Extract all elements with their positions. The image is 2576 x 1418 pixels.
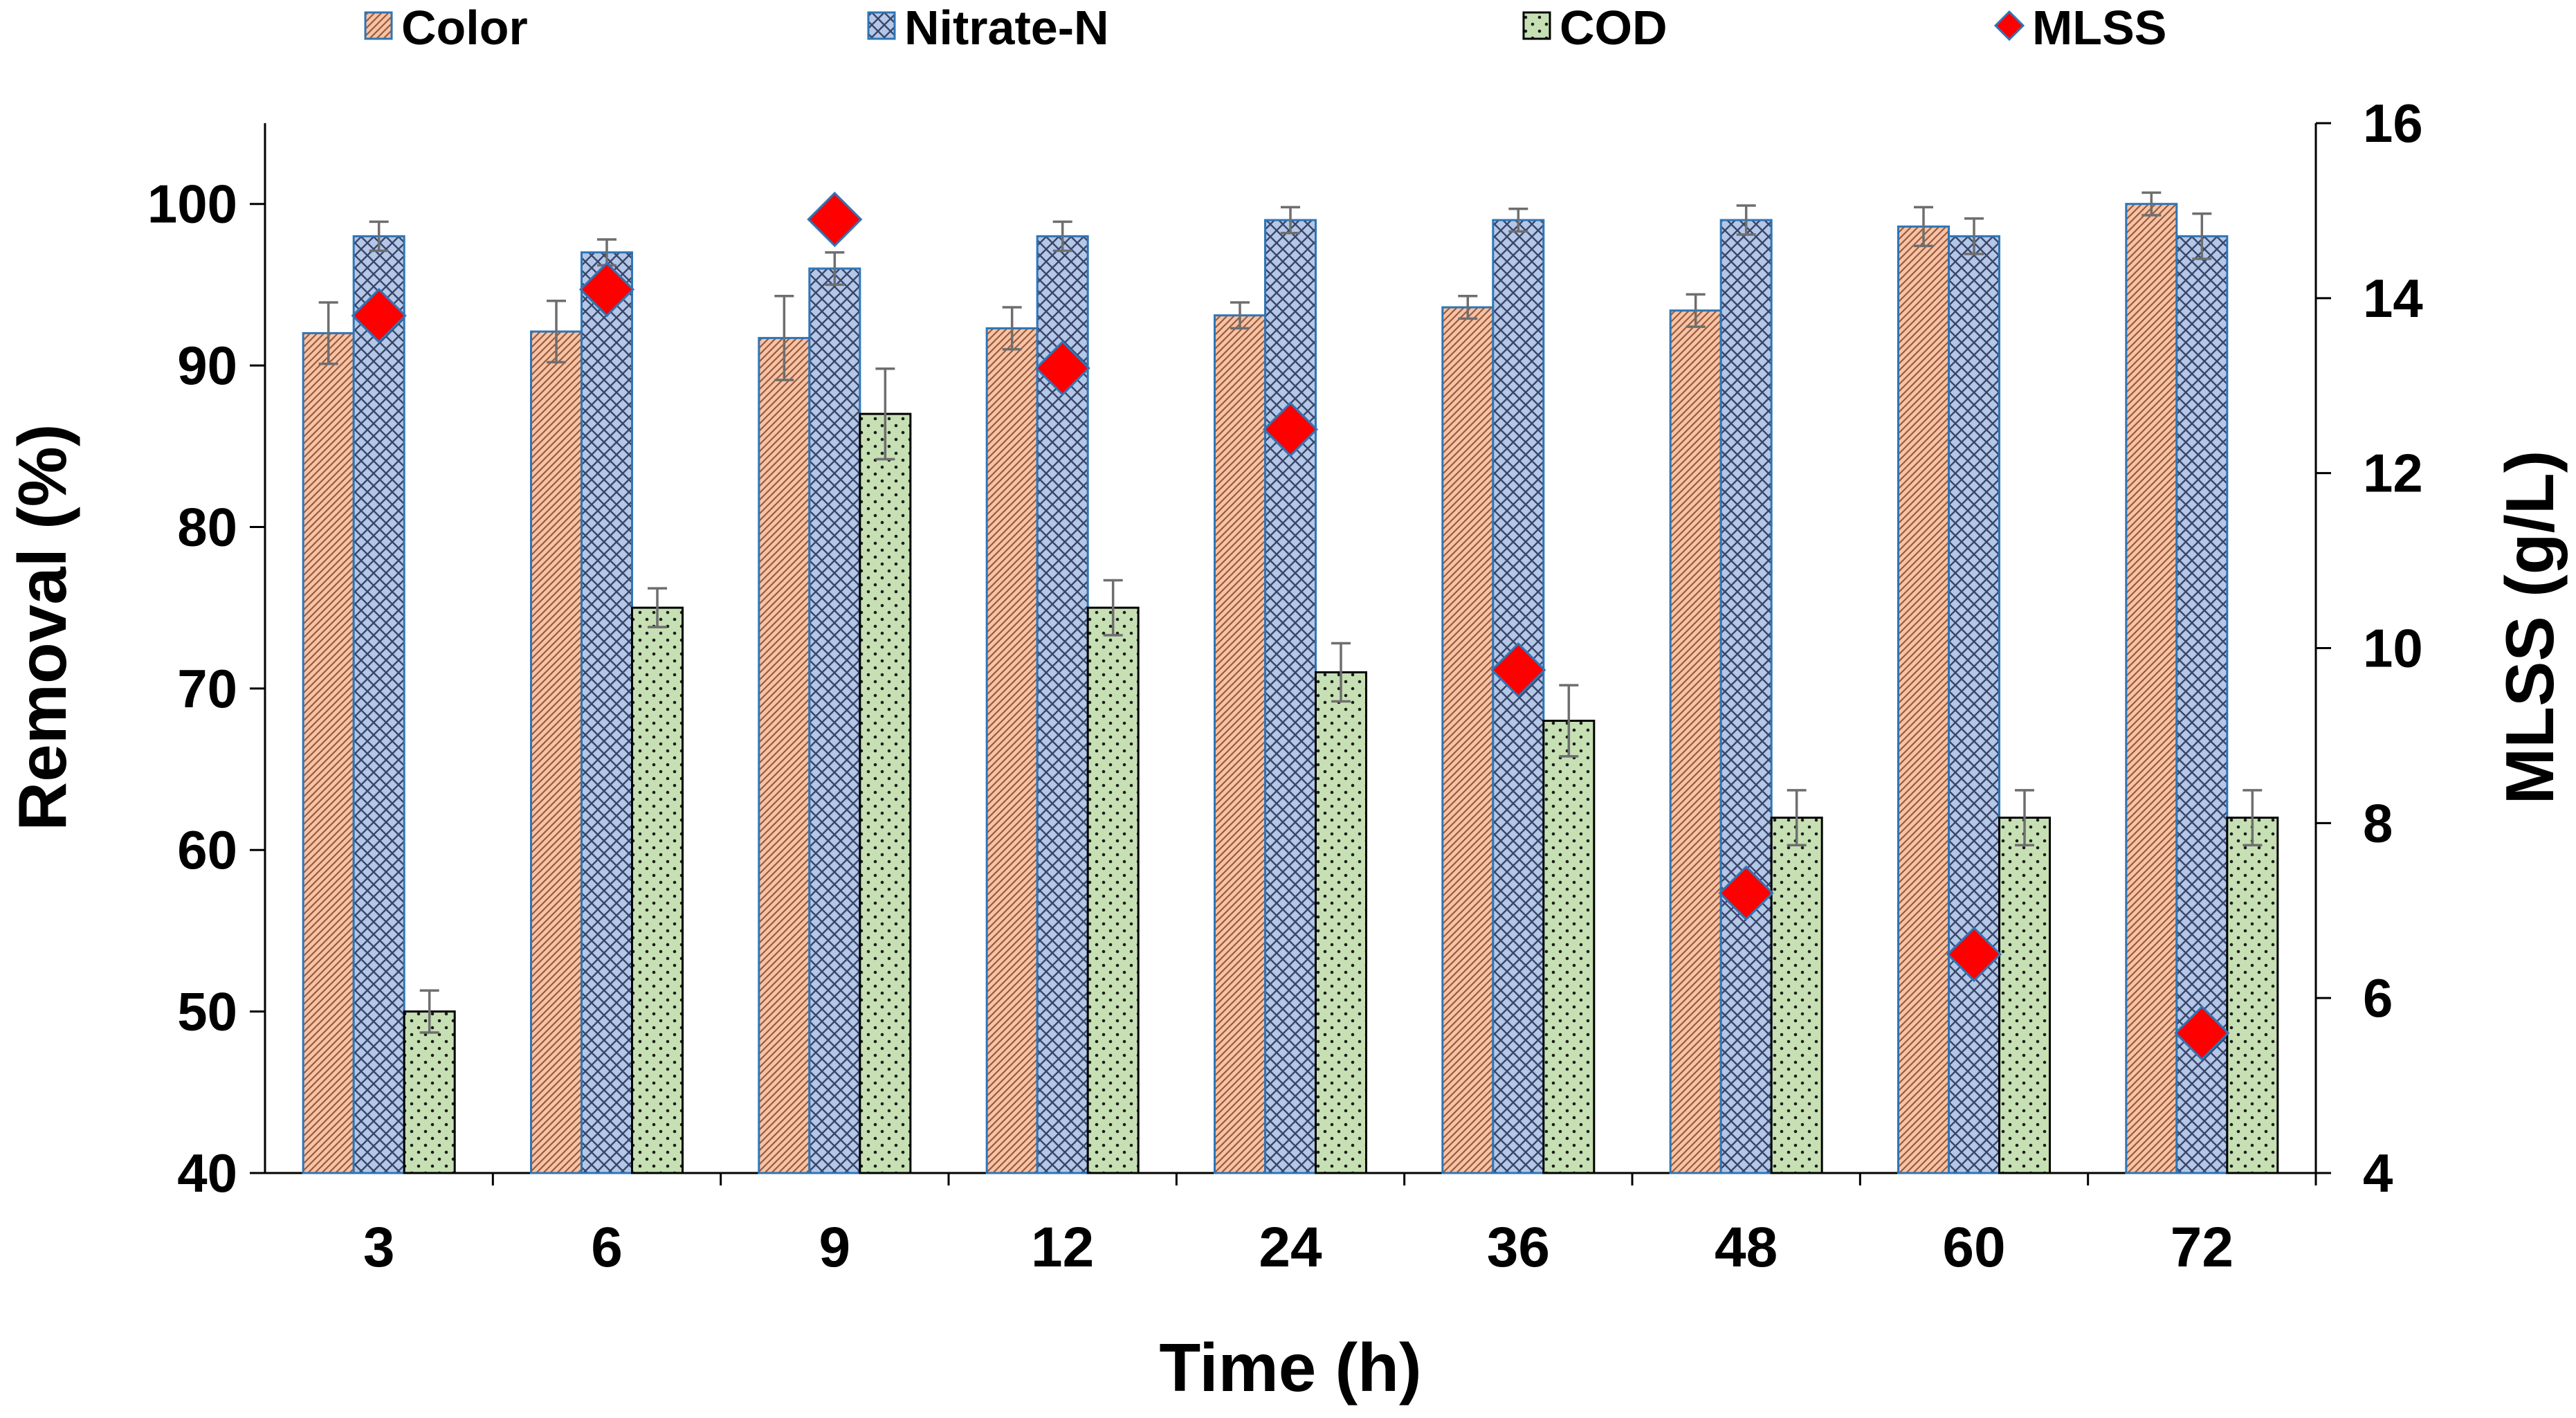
legend-label-mlss: MLSS bbox=[2032, 1, 2166, 55]
x-tick-label: 60 bbox=[1942, 1216, 2005, 1279]
bar-cod bbox=[403, 1010, 456, 1174]
bar-color bbox=[2125, 203, 2178, 1174]
y-right-tick-label: 4 bbox=[2363, 1143, 2393, 1203]
x-tick-label: 6 bbox=[591, 1216, 623, 1279]
x-tick-label: 24 bbox=[1259, 1216, 1322, 1279]
x-tick-label: 9 bbox=[819, 1216, 851, 1279]
bar-cod bbox=[1542, 720, 1596, 1174]
y-right-tick-label: 16 bbox=[2363, 93, 2423, 154]
mlss-marker bbox=[351, 287, 407, 344]
mlss-marker bbox=[1718, 865, 1774, 921]
mlss-marker bbox=[1262, 401, 1319, 457]
legend: Color Nitrate-N COD MLSS bbox=[364, 1, 2166, 55]
y-axis-right-title: MLSS (g/L) bbox=[2492, 451, 2568, 805]
y-right-tick-label: 6 bbox=[2363, 967, 2393, 1028]
bar-color bbox=[302, 331, 355, 1174]
bar-nitrate-n bbox=[1492, 219, 1545, 1174]
mlss-marker bbox=[578, 262, 635, 318]
mlss-marker bbox=[2174, 1005, 2230, 1061]
mlss-marker bbox=[1946, 926, 2002, 983]
y-left-tick-label: 40 bbox=[177, 1143, 237, 1203]
legend-swatch-color bbox=[364, 11, 393, 40]
mlss-marker bbox=[807, 191, 863, 248]
legend-label-nitrate-n: Nitrate-N bbox=[904, 1, 1109, 55]
x-tick-label: 72 bbox=[2171, 1216, 2234, 1279]
bar-color bbox=[1441, 306, 1495, 1174]
bar-color bbox=[1897, 225, 1950, 1174]
bar-cod bbox=[1998, 817, 2051, 1174]
bar-cod bbox=[631, 606, 684, 1174]
bar-nitrate-n bbox=[1948, 235, 2000, 1174]
legend-swatch-mlss bbox=[1993, 10, 2025, 42]
mlss-marker bbox=[1490, 642, 1546, 698]
x-tick-label: 36 bbox=[1487, 1216, 1550, 1279]
y-right-tick-label: 10 bbox=[2363, 618, 2423, 679]
bar-nitrate-n bbox=[352, 235, 405, 1174]
legend-item-nitrate-n: Nitrate-N bbox=[867, 1, 1109, 55]
legend-label-cod: COD bbox=[1560, 1, 1668, 55]
legend-item-cod: COD bbox=[1522, 1, 1668, 55]
bar-color bbox=[985, 327, 1039, 1174]
x-tick-label: 12 bbox=[1031, 1216, 1094, 1279]
x-tick-label: 3 bbox=[363, 1216, 395, 1279]
bar-cod bbox=[1770, 817, 1823, 1174]
bar-cod bbox=[859, 412, 912, 1174]
bar-color bbox=[1214, 314, 1266, 1174]
bar-nitrate-n bbox=[581, 251, 633, 1174]
error-bars-layer bbox=[318, 191, 2263, 1034]
y-left-tick-label: 60 bbox=[177, 819, 237, 880]
bar-color bbox=[758, 336, 811, 1174]
y-left-tick-label: 80 bbox=[177, 496, 237, 557]
bar-cod bbox=[1315, 671, 1367, 1174]
bar-color bbox=[530, 330, 583, 1174]
x-axis-title: Time (h) bbox=[1159, 1329, 1421, 1406]
y-left-tick-label: 90 bbox=[177, 335, 237, 396]
y-right-tick-label: 12 bbox=[2363, 443, 2423, 504]
bar-nitrate-n bbox=[1719, 219, 1773, 1174]
mlss-markers-layer bbox=[351, 191, 2230, 1061]
legend-label-color: Color bbox=[401, 1, 528, 55]
y-left-tick-label: 100 bbox=[147, 174, 237, 235]
bars-layer bbox=[302, 203, 2279, 1174]
y-left-tick-label: 50 bbox=[177, 981, 237, 1042]
legend-swatch-nitrate-n bbox=[867, 11, 896, 40]
mlss-marker bbox=[1034, 340, 1090, 397]
y-left-tick-label: 70 bbox=[177, 658, 237, 719]
x-tick-label: 48 bbox=[1715, 1216, 1778, 1279]
y-right-tick-label: 8 bbox=[2363, 792, 2393, 853]
bar-nitrate-n bbox=[808, 267, 861, 1174]
bar-nitrate-n bbox=[1264, 219, 1317, 1174]
bar-cod bbox=[1086, 606, 1140, 1174]
legend-item-color: Color bbox=[364, 1, 528, 55]
bar-color bbox=[1669, 309, 1722, 1174]
legend-swatch-cod bbox=[1522, 11, 1551, 40]
legend-item-mlss: MLSS bbox=[1993, 1, 2166, 55]
y-axis-left-title: Removal (%) bbox=[4, 424, 80, 830]
bar-cod bbox=[2226, 817, 2279, 1174]
y-right-tick-label: 14 bbox=[2363, 268, 2423, 329]
